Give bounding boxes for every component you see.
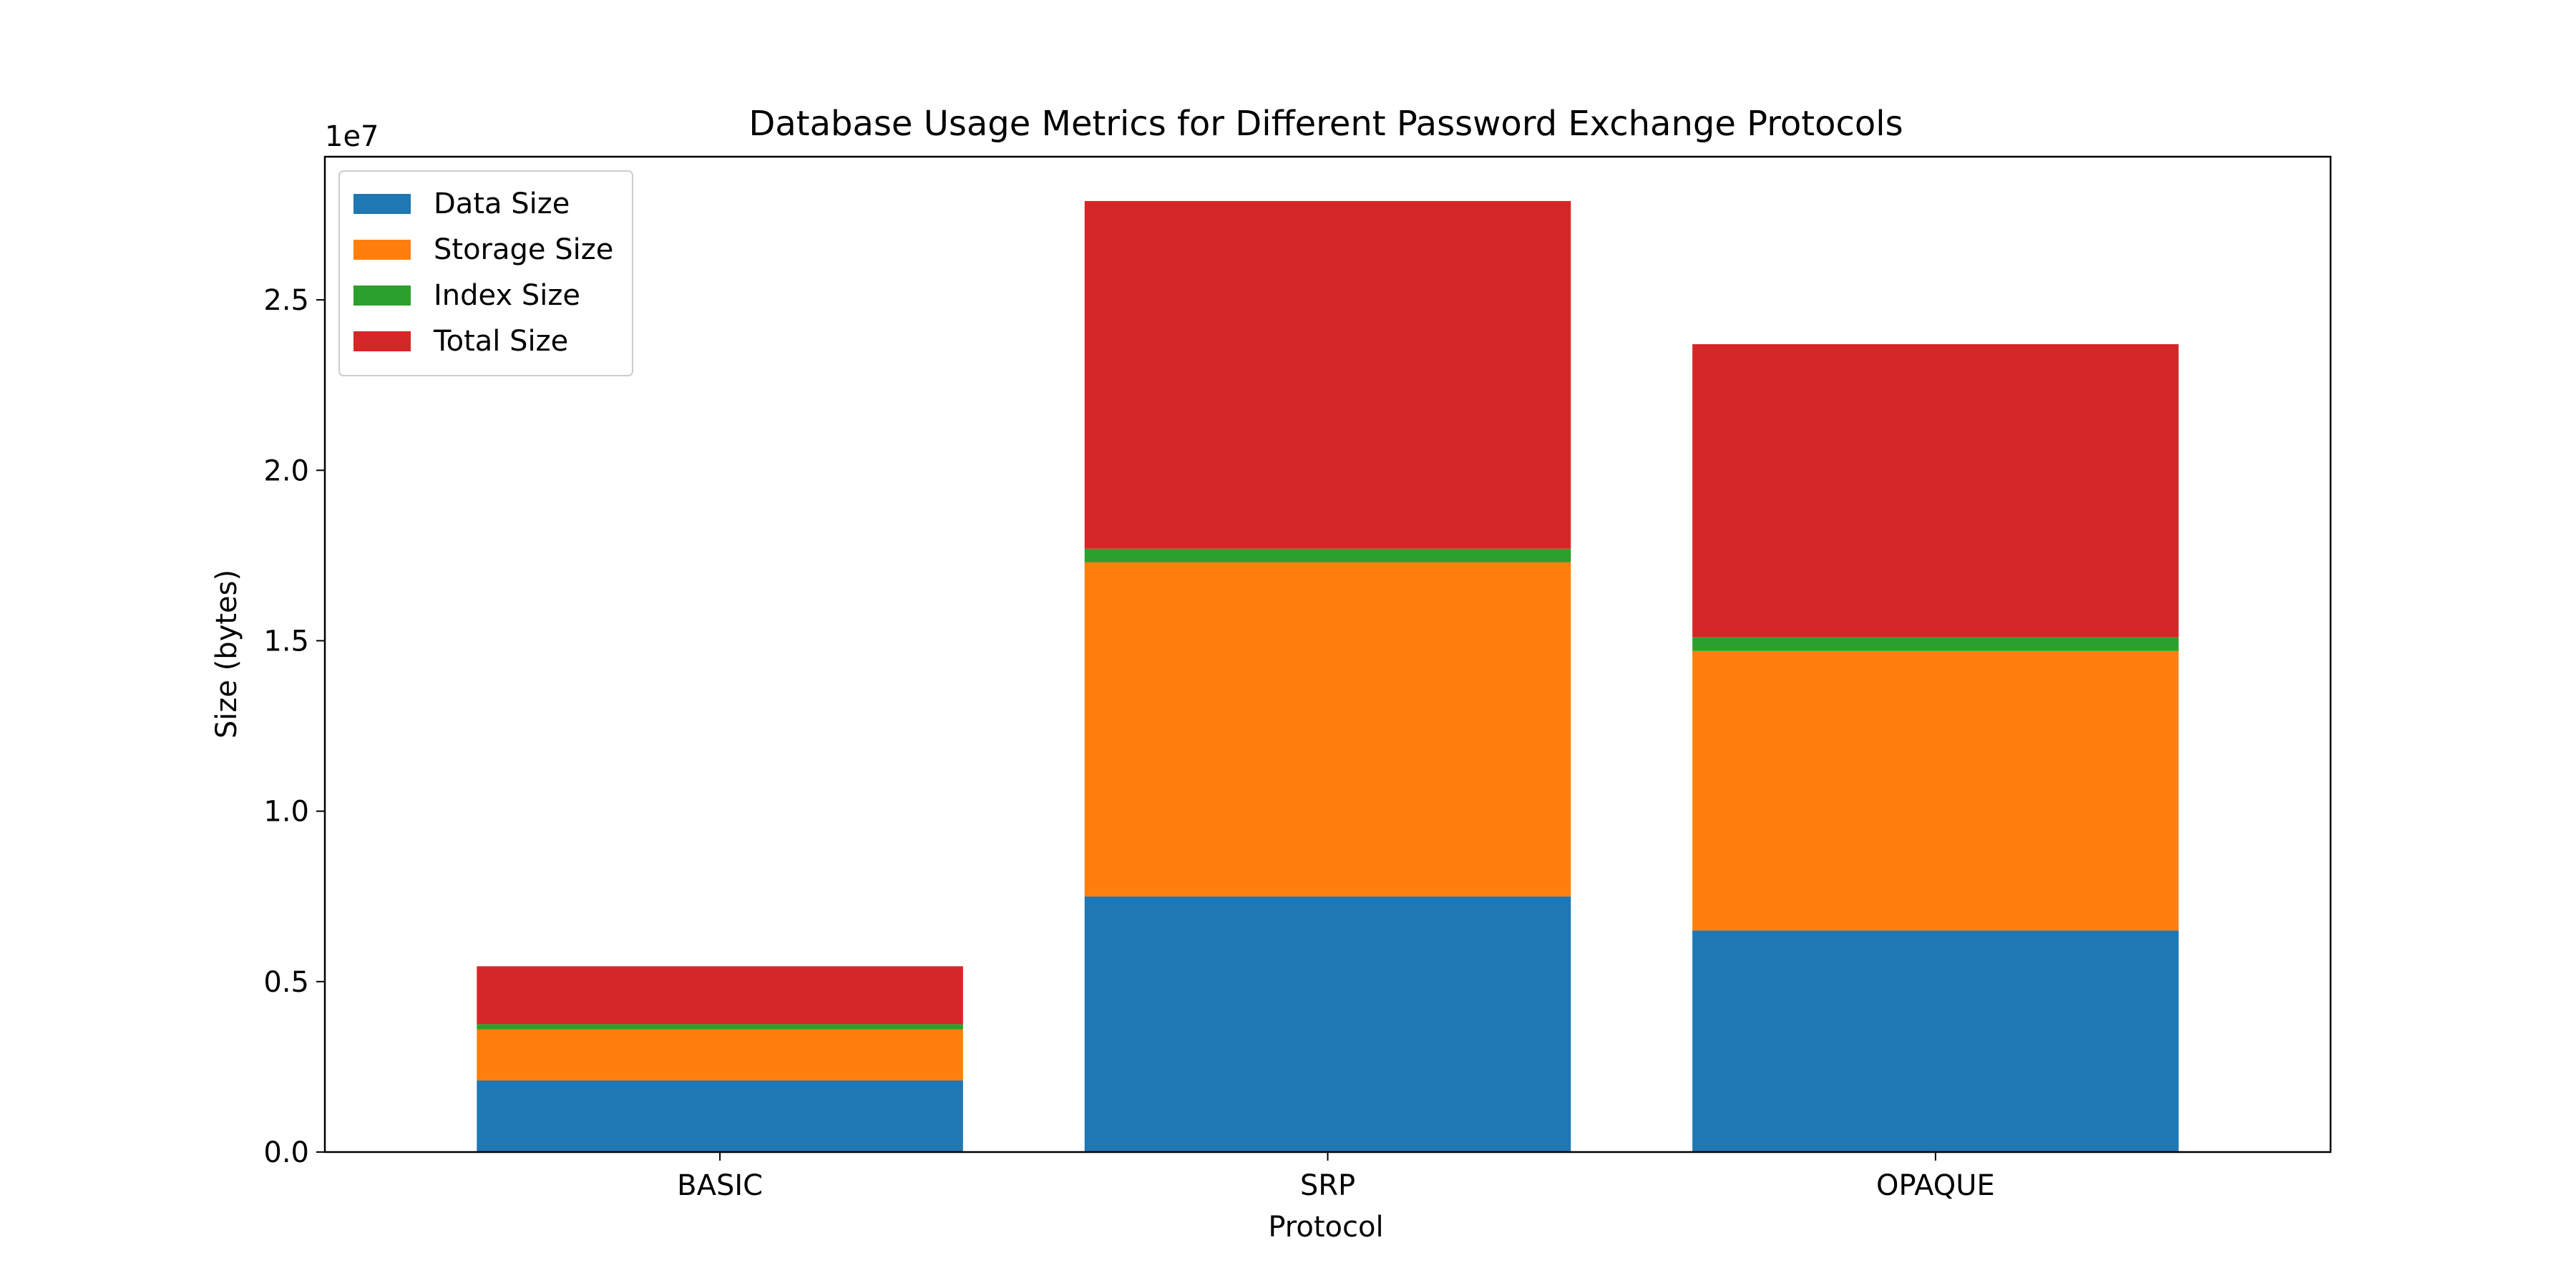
- bar-srp-storage-size: [1084, 562, 1571, 897]
- legend: Data Size Storage Size Index Size Total Siz…: [338, 170, 633, 376]
- bars-layer: [477, 200, 2179, 1152]
- bar-srp-total-size: [1084, 200, 1571, 549]
- legend-swatch-storage-size: [353, 240, 411, 260]
- bar-basic-total-size: [477, 966, 963, 1025]
- bar-opaque-total-size: [1692, 344, 2179, 638]
- legend-label-storage-size: Storage Size: [434, 233, 613, 266]
- y-tick-label: 0.0: [263, 1136, 309, 1169]
- legend-label-data-size: Data Size: [434, 187, 570, 220]
- bar-opaque-index-size: [1692, 637, 2179, 651]
- x-tick-label-basic: BASIC: [677, 1169, 763, 1202]
- bar-srp-data-size: [1084, 896, 1571, 1152]
- y-tick-label: 1.0: [263, 796, 309, 829]
- bar-basic-storage-size: [477, 1029, 963, 1080]
- plot-frame: [323, 155, 2332, 1153]
- y-tick-label: 1.5: [263, 625, 309, 658]
- legend-swatch-total-size: [353, 331, 411, 351]
- chart-title: Database Usage Metrics for Different Pas…: [748, 104, 1903, 144]
- x-tick-label-srp: SRP: [1300, 1169, 1355, 1202]
- bar-opaque-storage-size: [1692, 650, 2179, 931]
- bar-basic-data-size: [477, 1080, 963, 1152]
- legend-frame: [338, 170, 633, 376]
- bar-srp-index-size: [1084, 548, 1571, 562]
- bar-basic-index-size: [477, 1024, 963, 1030]
- y-tick-label: 0.5: [263, 966, 309, 999]
- y-axis-label: Size (bytes): [210, 570, 243, 738]
- y-axis: 0.0 0.5 1.0 1.5 2.0 2.5: [263, 284, 325, 1169]
- x-axis: BASIC SRP OPAQUE: [677, 1152, 1995, 1202]
- legend-label-index-size: Index Size: [434, 279, 580, 312]
- y-tick-label: 2.5: [263, 284, 309, 317]
- y-axis-offset-label: 1e7: [325, 120, 379, 153]
- bar-opaque-data-size: [1692, 930, 2179, 1152]
- legend-swatch-index-size: [353, 286, 411, 306]
- y-tick-label: 2.0: [263, 454, 309, 487]
- x-tick-label-opaque: OPAQUE: [1876, 1169, 1995, 1202]
- legend-swatch-data-size: [353, 194, 411, 214]
- x-axis-label: Protocol: [1268, 1211, 1383, 1244]
- legend-label-total-size: Total Size: [433, 325, 568, 358]
